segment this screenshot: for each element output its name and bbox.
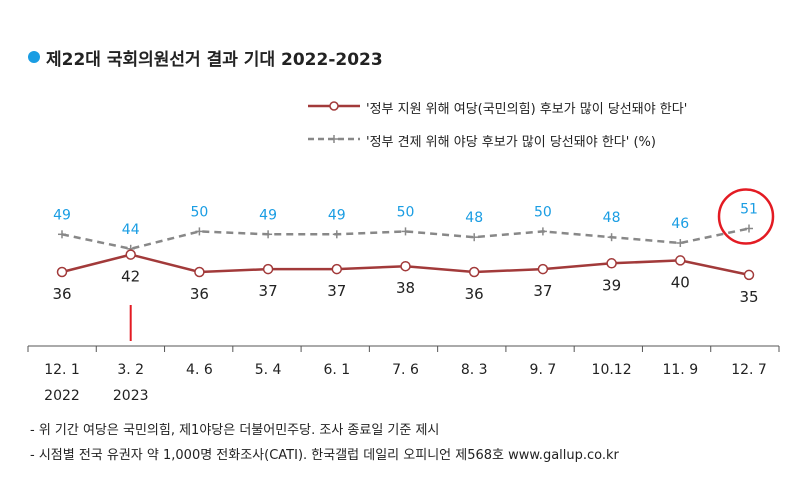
data-label-ruling: 36: [465, 285, 484, 303]
x-tick-label: 12. 7: [731, 362, 767, 378]
data-label-ruling: 38: [396, 279, 415, 297]
legend-dash-plus-icon: [308, 135, 360, 143]
chart-title: 제22대 국회의원선거 결과 기대 2022-2023: [46, 50, 383, 70]
point-ruling: [400, 260, 411, 272]
data-label-opposition: 50: [534, 204, 552, 220]
title-bullet-icon: [28, 51, 40, 63]
data-label-opposition: 48: [465, 210, 483, 226]
legend-label-opposition: '정부 견제 위해 야당 후보가 많이 당선돼야 한다' (%): [366, 135, 656, 150]
x-tick-label: 12. 1: [44, 362, 80, 378]
point-ruling: [468, 266, 480, 278]
x-tick-label: 5. 4: [255, 362, 282, 378]
x-tick-label: 3. 2: [117, 362, 144, 378]
point-ruling: [125, 249, 136, 260]
data-label-ruling: 37: [259, 282, 278, 300]
year-label: 2022: [44, 388, 80, 404]
footnote-1: - 위 기간 여당은 국민의힘, 제1야당은 더불어민주당. 조사 종료일 기준…: [30, 423, 440, 438]
data-label-opposition: 50: [397, 204, 415, 220]
x-tick-label: 10.12: [592, 362, 632, 378]
x-tick-label: 9. 7: [530, 362, 557, 378]
x-tick-label: 11. 9: [662, 362, 698, 378]
point-ruling: [675, 255, 686, 266]
legend-label-ruling: '정부 지원 위해 여당(국민의힘) 후보가 많이 당선돼야 한다': [366, 102, 688, 117]
point-ruling: [56, 266, 68, 278]
x-tick-label: 8. 3: [461, 362, 488, 378]
legend-line-circle-icon: [308, 101, 360, 111]
data-label-ruling: 40: [671, 273, 690, 291]
data-label-ruling: 36: [52, 285, 71, 303]
point-ruling: [331, 263, 343, 275]
data-label-opposition: 51: [740, 202, 758, 218]
data-label-ruling: 37: [533, 282, 552, 300]
point-ruling: [606, 258, 617, 269]
x-tick-label: 7. 6: [392, 362, 419, 378]
footnote-2: - 시점별 전국 유권자 약 1,000명 전화조사(CATI). 한국갤럽 데…: [30, 448, 619, 463]
point-ruling: [743, 269, 755, 281]
series-line-opposition: [61, 227, 750, 251]
data-label-ruling: 42: [121, 268, 140, 286]
data-label-opposition: 49: [328, 207, 346, 223]
data-label-opposition: 48: [603, 210, 621, 226]
data-label-ruling: 35: [739, 288, 758, 306]
x-tick-label: 4. 6: [186, 362, 213, 378]
data-label-ruling: 36: [190, 285, 209, 303]
data-label-ruling: 39: [602, 276, 621, 294]
data-label-opposition: 46: [671, 216, 689, 232]
point-ruling: [262, 263, 274, 275]
data-label-opposition: 50: [190, 204, 208, 220]
data-label-ruling: 37: [327, 282, 346, 300]
data-label-opposition: 49: [259, 207, 277, 223]
x-tick-label: 6. 1: [323, 362, 350, 378]
point-ruling: [537, 263, 549, 275]
highlight-circle: [717, 188, 775, 245]
point-ruling: [194, 266, 205, 278]
year-label: 2023: [113, 388, 149, 404]
data-label-opposition: 44: [122, 222, 140, 238]
data-label-opposition: 49: [53, 207, 71, 223]
